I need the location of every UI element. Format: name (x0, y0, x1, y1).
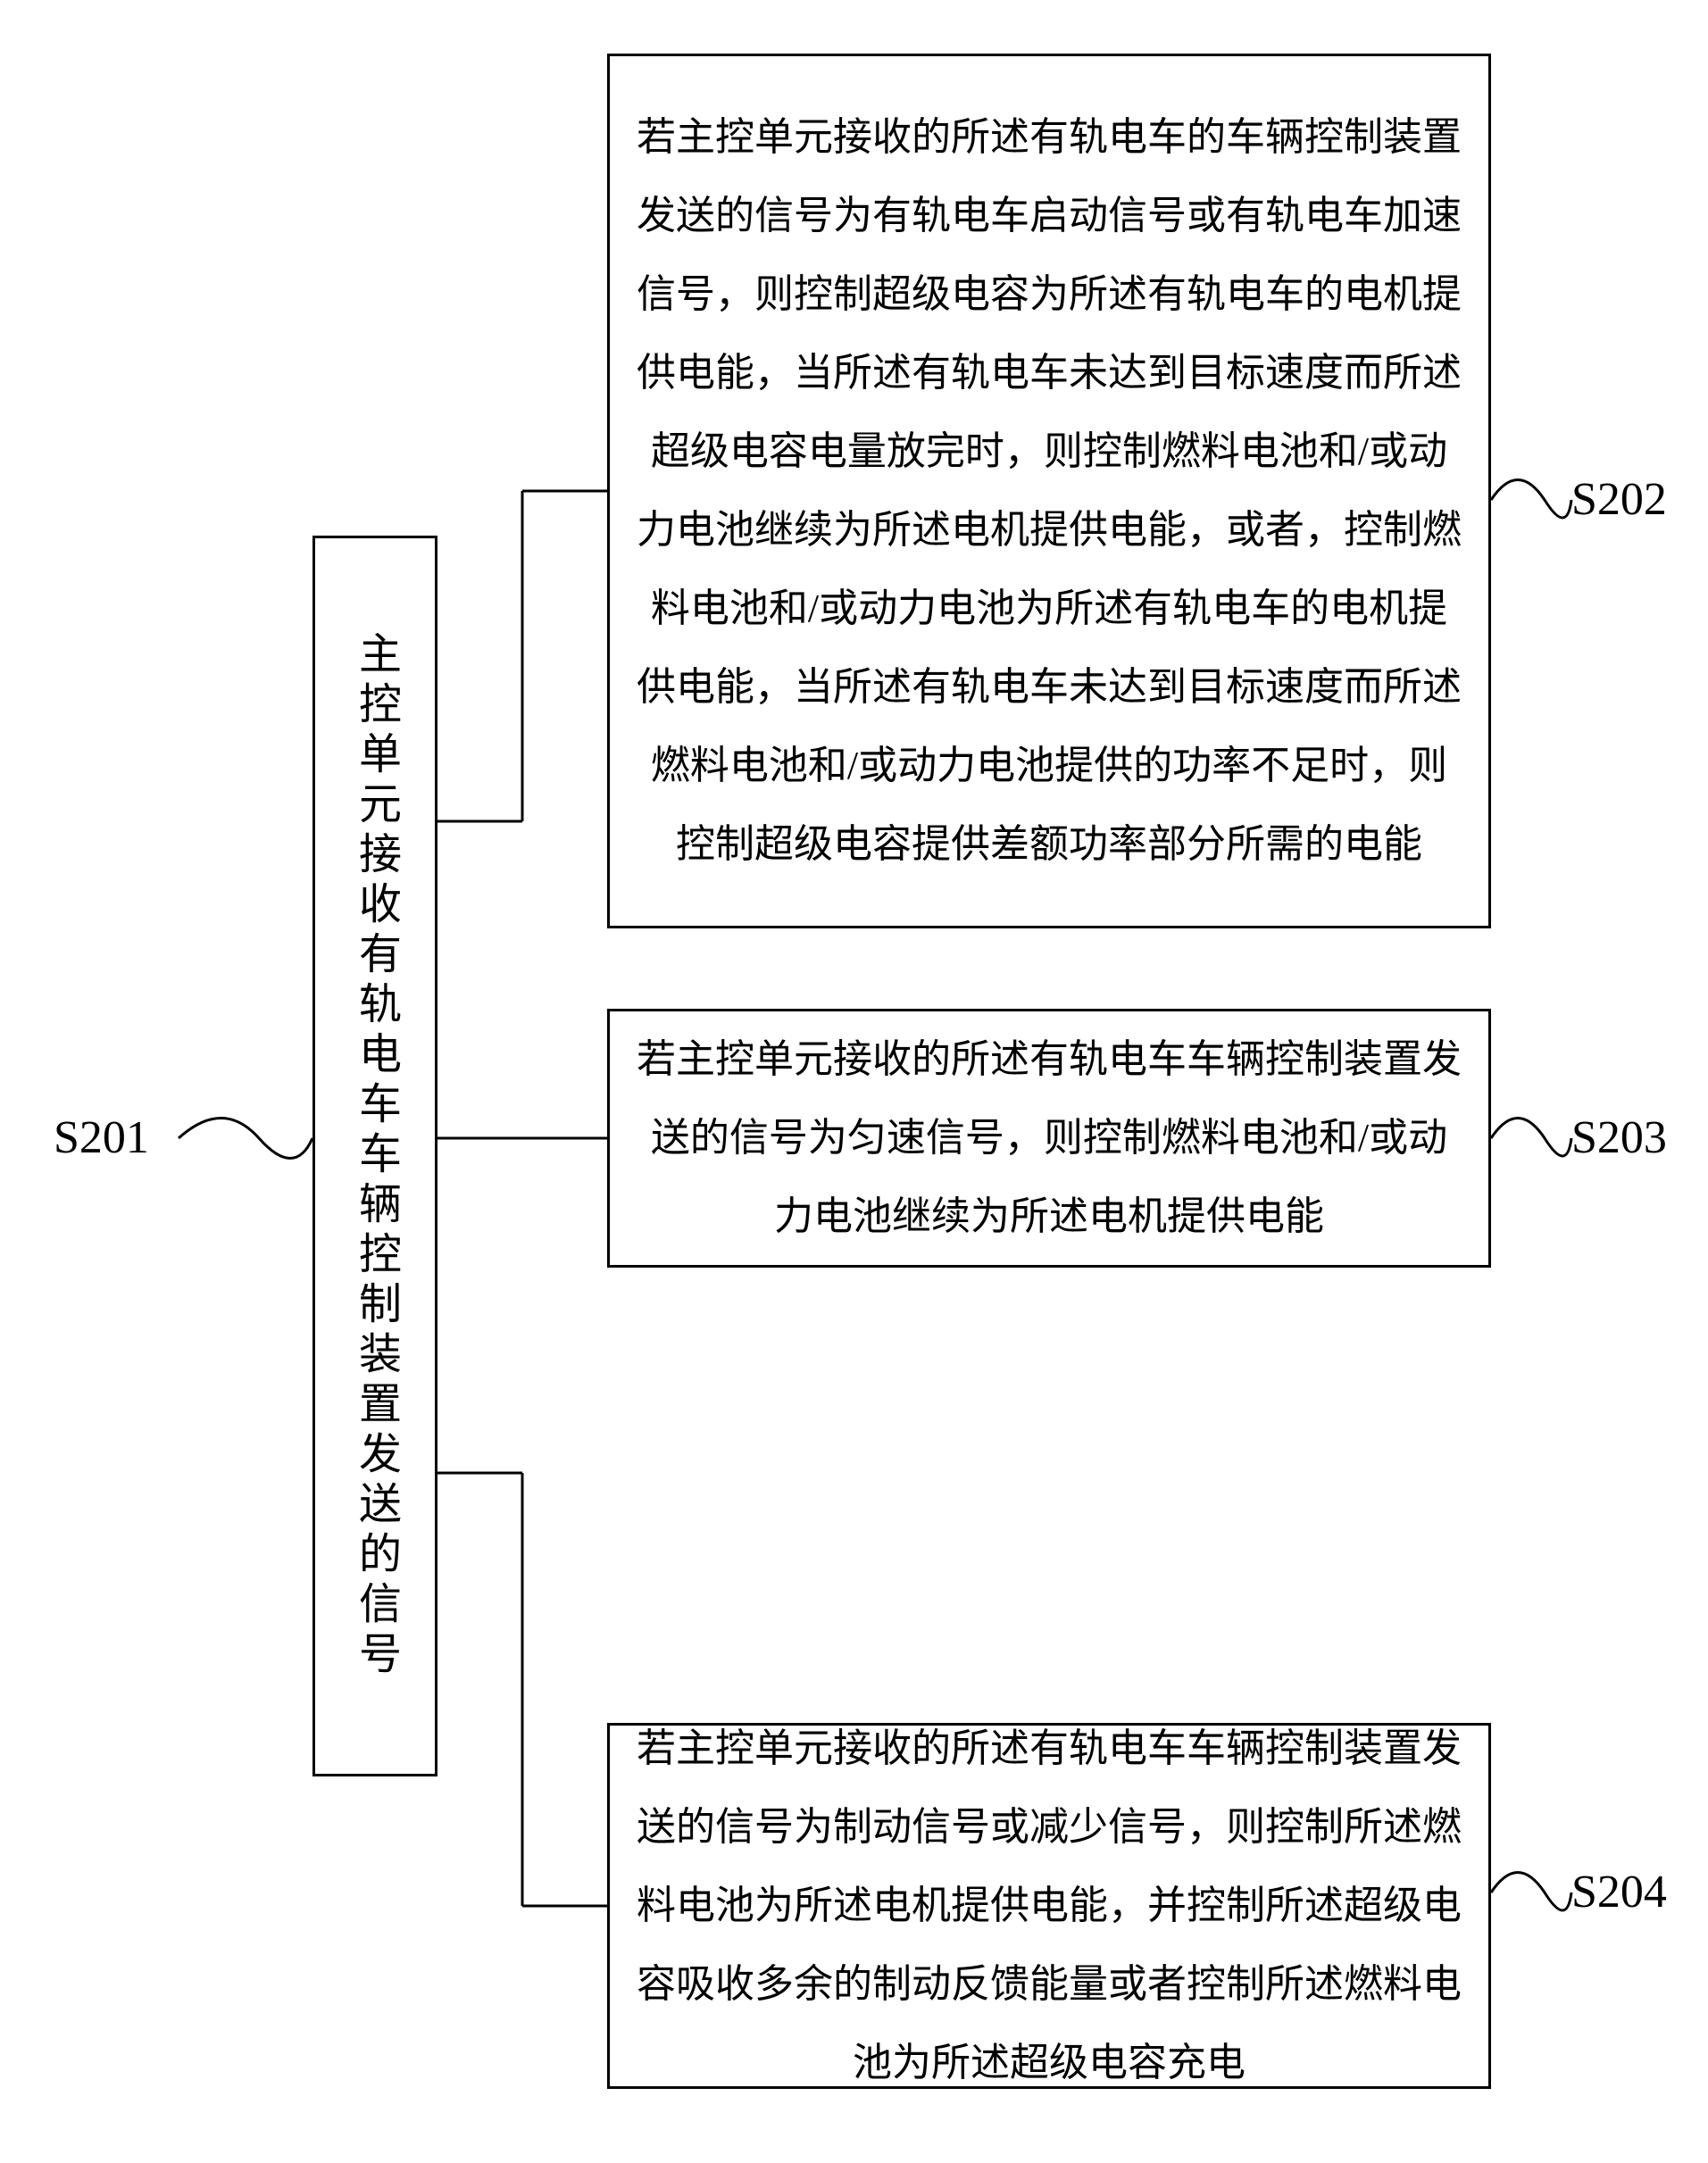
label-s201: S201 (54, 1111, 149, 1164)
box-s202-text: 若主控单元接收的所述有轨电车的车辆控制装置发送的信号为有轨电车启动信号或有轨电车… (610, 80, 1488, 902)
label-s204: S204 (1571, 1866, 1667, 1918)
box-s204: 若主控单元接收的所述有轨电车车辆控制装置发送的信号为制动信号或减少信号，则控制所… (607, 1723, 1491, 2089)
box-s203: 若主控单元接收的所述有轨电车车辆控制装置发送的信号为匀速信号，则控制燃料电池和/… (607, 1009, 1491, 1268)
label-s203: S203 (1571, 1111, 1667, 1164)
box-s201-text: 主控单元接收有轨电车车辆控制装置发送的信号 (305, 613, 445, 1699)
box-s204-text: 若主控单元接收的所述有轨电车车辆控制装置发送的信号为制动信号或减少信号，则控制所… (610, 1692, 1488, 2120)
box-s201-input: 主控单元接收有轨电车车辆控制装置发送的信号 (312, 536, 437, 1776)
label-s202: S202 (1571, 473, 1667, 526)
box-s203-text: 若主控单元接收的所述有轨电车车辆控制装置发送的信号为匀速信号，则控制燃料电池和/… (610, 1002, 1488, 1274)
box-s202: 若主控单元接收的所述有轨电车的车辆控制装置发送的信号为有轨电车启动信号或有轨电车… (607, 54, 1491, 928)
